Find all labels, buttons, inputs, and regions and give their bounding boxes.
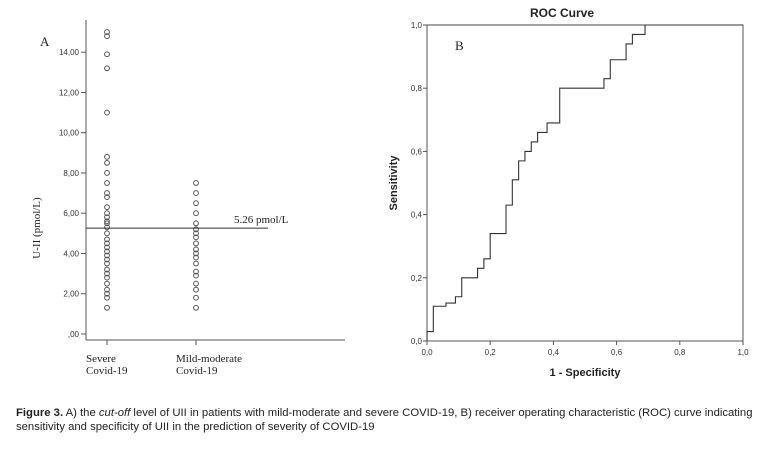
panel-a-y-axis-label: U-II (pmol/L) (31, 197, 43, 259)
scatter-point (193, 200, 199, 207)
scatter-point (104, 224, 110, 231)
scatter-point (104, 252, 110, 259)
roc-ticks: 0,0 0,0 0,2 0,2 0,4 0,4 0,6 0,6 0,8 0,8 1,0 1,0 (411, 21, 749, 357)
scatter-point (104, 218, 110, 225)
scatter-point (104, 29, 110, 35)
panel-a-y-tick-label: 2,00 (63, 290, 79, 299)
panel-a-category-label: Covid-19 (86, 365, 128, 377)
roc-x-tick-label: 1,0 (737, 348, 749, 357)
scatter-point (193, 272, 199, 279)
roc-x-tick-label: 0,2 (485, 348, 497, 357)
caption-label: Figure 3. (16, 407, 64, 419)
scatter-point (193, 286, 199, 293)
roc-x-axis-label: 1 - Specificity (550, 367, 622, 379)
scatter-point (104, 109, 110, 116)
scatter-point (104, 51, 110, 58)
panel-a-y-tick-label: 14,00 (59, 48, 80, 57)
panel-a-y-tick-label: 12,00 (59, 88, 80, 97)
scatter-point (104, 286, 110, 293)
scatter-point (193, 234, 199, 241)
roc-y-tick-label: 0,2 (411, 274, 423, 283)
panel-a-y-tick-label: 8,00 (63, 169, 79, 178)
roc-y-tick-label: 0,6 (411, 147, 423, 156)
scatter-point (193, 280, 199, 287)
scatter-point (104, 180, 110, 186)
roc-y-tick-label: 1,0 (411, 21, 423, 30)
scatter-point (104, 256, 110, 263)
roc-y-axis-label: Sensitivity (388, 155, 400, 211)
roc-x-tick-label: 0,0 (421, 348, 433, 357)
panel-a-scatter-plot: A ,00 2,00 4,00 6,00 8,00 10,00 12,00 14,00 U-I… (31, 20, 345, 377)
scatter-point (104, 194, 110, 201)
scatter-point (104, 240, 110, 247)
scatter-point (104, 260, 110, 267)
scatter-point (104, 274, 110, 281)
panel-a-category-label: Severe (86, 353, 116, 365)
scatter-point (104, 190, 110, 196)
scatter-point (104, 294, 110, 301)
panel-b-label: B (455, 38, 464, 53)
panel-a-points (104, 29, 199, 311)
scatter-point (104, 214, 110, 221)
roc-x-tick-label: 0,6 (611, 348, 623, 357)
scatter-point (104, 248, 110, 255)
scatter-point (104, 65, 110, 72)
scatter-point (193, 240, 199, 247)
roc-curve-line (426, 24, 743, 341)
scatter-point (104, 270, 110, 277)
scatter-point (104, 280, 110, 287)
scatter-point (104, 290, 110, 297)
scatter-point (193, 230, 199, 237)
scatter-point (193, 220, 199, 227)
panel-a-category-label: Covid-19 (176, 365, 218, 377)
panel-a-label: A (40, 34, 50, 49)
scatter-point (193, 246, 199, 253)
scatter-point (104, 204, 110, 211)
panel-a-y-tick-label: 6,00 (63, 209, 79, 218)
scatter-point (104, 266, 110, 273)
roc-x-tick-label: 0,4 (548, 348, 560, 357)
roc-title: ROC Curve (530, 6, 594, 20)
scatter-point (193, 226, 199, 233)
roc-y-tick-label: 0,0 (411, 337, 423, 346)
panel-b-roc-curve: ROC Curve B 0,00,00,20,20,40,40,60,60,80… (388, 6, 749, 379)
figure-caption: Figure 3. A) the cut-off level of UII in… (16, 406, 756, 434)
roc-plot-frame (426, 24, 744, 342)
panel-a-category-label: Mild-moderate (176, 353, 242, 365)
scatter-point (104, 230, 110, 237)
roc-x-tick-label: 0,8 (674, 348, 686, 357)
panel-a-y-tick-label: 4,00 (63, 249, 79, 258)
scatter-point (104, 159, 110, 166)
scatter-point (104, 210, 110, 217)
scatter-point (193, 260, 199, 267)
scatter-point (104, 33, 110, 40)
scatter-point (193, 268, 199, 275)
caption-text-part2: level of UII in patients with mild-moder… (16, 407, 753, 433)
scatter-point (193, 304, 199, 311)
scatter-point (193, 250, 199, 257)
scatter-point (104, 153, 110, 160)
panel-a-y-tick-label: ,00 (68, 330, 80, 339)
panel-a-y-ticks: ,00 2,00 4,00 6,00 8,00 10,00 12,00 14,00 (59, 48, 86, 339)
scatter-point (193, 180, 199, 186)
scatter-point (193, 190, 199, 196)
caption-text-part1: A) the (63, 407, 99, 419)
caption-italic: cut-off (98, 407, 131, 419)
scatter-point (104, 236, 110, 243)
scatter-point (104, 244, 110, 251)
scatter-point (104, 304, 110, 311)
scatter-point (193, 210, 199, 217)
scatter-point (104, 170, 110, 176)
roc-y-tick-label: 0,4 (411, 211, 423, 220)
cutoff-label: 5.26 pmol/L (234, 214, 289, 226)
roc-y-tick-label: 0,8 (411, 84, 423, 93)
scatter-point (193, 294, 199, 301)
panel-a-y-tick-label: 10,00 (59, 129, 80, 138)
scatter-point (193, 254, 199, 261)
scatter-point (104, 220, 110, 227)
